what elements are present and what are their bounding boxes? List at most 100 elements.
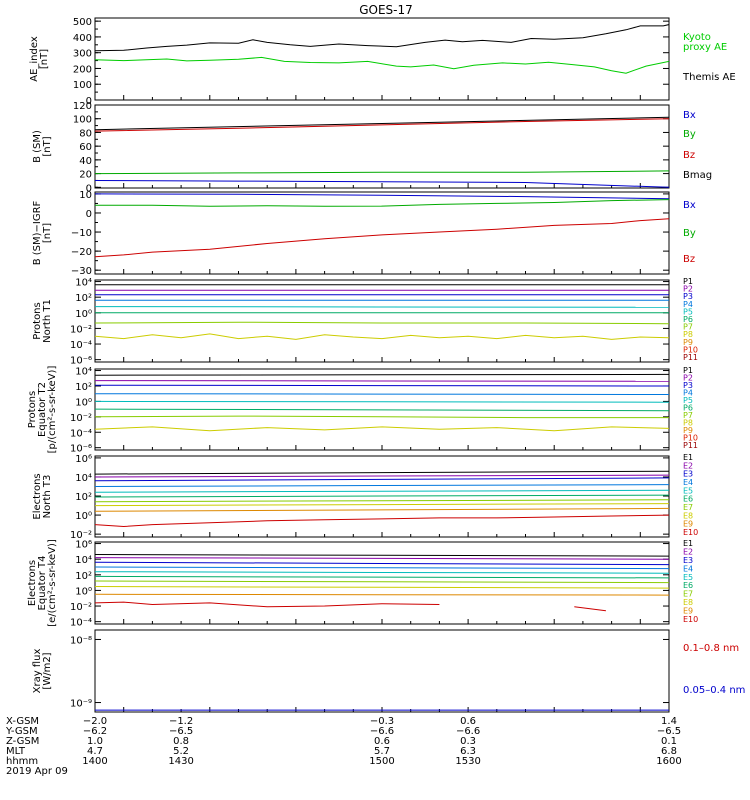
x-axis-value: 1400 [82,756,107,767]
series-e2 [95,557,669,560]
panel-frame [94,17,670,101]
y-tick-label: 10⁻² [70,530,92,541]
series-by [95,170,669,175]
y-axis-label-line: [e/(cm²-s-sr-keV)] [47,539,58,627]
x-axis-value: 0.6 [374,736,390,747]
y-tick-label: 60 [79,142,92,153]
legend-entry: By [683,228,696,239]
series-e5 [95,571,669,574]
y-tick-label: 10² [75,293,92,304]
panel-frame [94,104,670,189]
y-tick-label: 100 [73,80,92,91]
y-tick-label: −30 [71,266,92,277]
panel-frame [94,191,670,275]
y-axis-label: Xray flux[W/m2] [32,649,53,694]
legend-entry: Bx [683,110,696,121]
series-e2 [95,474,669,478]
legend-entry: Bx [683,200,696,211]
y-axis-label: AE_index[nT] [29,36,50,82]
x-axis-value: 1.4 [661,716,677,727]
legend-entry: E5 [683,573,693,582]
legend-entry: 0.05–0.4 nm [683,685,745,696]
y-tick-label: 10⁻⁴ [70,428,92,439]
y-axis-label-line: [nT] [42,136,53,156]
legend-entry: Bz [683,254,695,265]
chart-title: GOES-17 [359,3,413,17]
series-bmag [95,116,669,131]
series-by [95,199,669,207]
y-tick-label: 10⁻⁴ [70,340,92,351]
legend-entry: P6 [683,404,693,413]
series-p5 [95,306,669,308]
y-axis-label-line: AE_index [29,36,40,82]
x-row-label: X-GSM [6,716,39,727]
y-tick-label: 200 [73,64,92,75]
x-row-label: Z-GSM [6,736,39,747]
series-e3 [95,561,669,566]
y-tick-label: −10 [71,228,92,239]
legend-entry: 0.1–0.8 nm [683,643,739,654]
series-e4 [95,566,669,570]
series-e4 [95,484,669,487]
y-tick-label: 10² [75,492,92,503]
series-bx [95,180,669,188]
x-axis-value: 1600 [656,756,681,767]
panel-bigrf: −30 −20 −10 0 10 B (SM)−IGRF[nT] Bx By Bz [32,190,696,277]
legend-entry: E10 [683,615,698,624]
legend-entry: P7 [683,323,693,332]
y-tick-label: 10 [79,190,92,201]
y-tick-label: 40 [79,156,92,167]
legend-entry: E6 [683,581,693,590]
y-axis-label: B (SM)−IGRF[nT] [32,200,53,265]
legend-entry: P4 [683,300,693,309]
y-axis-label-line: Equator T2 [37,382,48,437]
series-e10 [95,514,669,528]
legend-entry: Kyoto [683,32,711,43]
legend-entry: P8 [683,330,693,339]
y-axis-label-line: [nT] [42,223,53,243]
series-kyoto-proxy-ae [95,56,669,74]
legend-entry: P10 [683,434,698,443]
series-p3 [95,384,669,387]
y-tick-label: 10⁰ [75,397,92,408]
legend-entry: E10 [683,528,698,537]
y-tick-label: 10⁰ [75,586,92,597]
y-axis-label-line: B (SM)−IGRF [32,200,43,265]
panel-e_equator: 10⁶ 10⁴ 10² 10⁰ 10⁻² 10⁻⁴ ElectronsEquator T4[… [27,539,698,629]
y-tick-label: 10⁻² [70,602,92,613]
y-axis-label-line: Electrons [27,560,38,606]
legend-entry: P9 [683,338,693,347]
series-p8 [95,333,669,340]
legend-entry: E9 [683,520,693,529]
y-tick-label: 10⁻⁴ [70,618,92,629]
series-e6 [95,575,669,579]
series-e6 [95,494,669,498]
y-tick-label: 10⁻⁶ [70,356,92,367]
panel-frame [94,279,670,363]
y-axis-label-line: Protons [32,302,43,339]
legend-entry: E7 [683,590,693,599]
y-tick-label: 10⁻² [70,413,92,424]
series-bz [95,218,669,258]
y-tick-label: 10⁻⁸ [70,635,92,646]
y-tick-label: 120 [73,101,92,112]
legend-entry: E6 [683,495,693,504]
y-tick-label: 500 [73,17,92,28]
y-axis-label-line: North T3 [42,475,53,519]
series-e9 [95,507,669,512]
legend-entry: E3 [683,556,693,565]
y-tick-label: 0 [86,209,92,220]
legend-entry: P11 [683,441,698,450]
y-axis-label: ElectronsNorth T3 [32,473,53,519]
y-tick-label: 10⁴ [75,367,92,378]
x-axis-value: 6.3 [460,746,476,757]
legend-entry: E1 [683,539,693,548]
x-axis-value: 0.1 [661,736,677,747]
legend-entry: E2 [683,547,693,556]
legend-entry: P2 [683,285,693,294]
legend-entry: E1 [683,453,693,462]
series-0-05-0-4-nm [95,709,669,711]
